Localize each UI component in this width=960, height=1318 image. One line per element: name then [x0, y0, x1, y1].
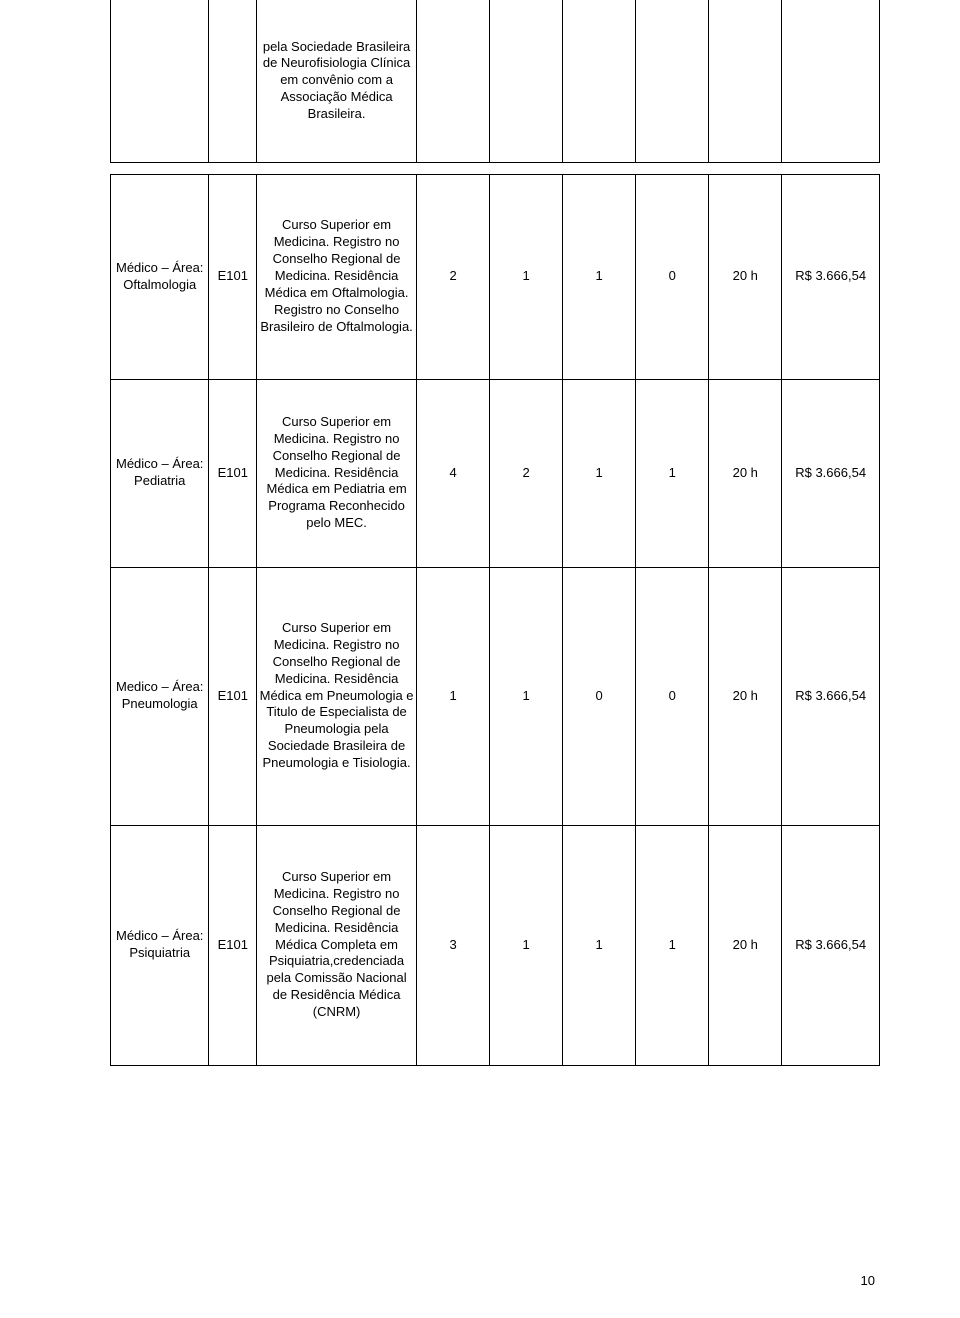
spacer-row — [111, 162, 880, 174]
table-cell: 3 — [417, 825, 490, 1065]
table-cell: R$ 3.666,54 — [782, 825, 880, 1065]
table-cell: 0 — [563, 567, 636, 825]
table-cell: E101 — [209, 825, 257, 1065]
table-cell: 0 — [636, 567, 709, 825]
table-cell: 20 h — [709, 567, 782, 825]
table-row: Médico – Área: OftalmologiaE101Curso Sup… — [111, 174, 880, 379]
table-cell: 1 — [417, 567, 490, 825]
table-cell — [709, 0, 782, 162]
table-cell: 20 h — [709, 825, 782, 1065]
table-cell: 1 — [636, 379, 709, 567]
table-cell: R$ 3.666,54 — [782, 174, 880, 379]
table-cell — [209, 0, 257, 162]
table-cell — [111, 0, 209, 162]
table-cell: Curso Superior em Medicina. Registro no … — [257, 379, 417, 567]
table-cell: E101 — [209, 379, 257, 567]
table-row: Médico – Área: PediatriaE101Curso Superi… — [111, 379, 880, 567]
table-row: Médico – Área: PsiquiatriaE101Curso Supe… — [111, 825, 880, 1065]
table-cell: 1 — [490, 174, 563, 379]
table-cell: 2 — [417, 174, 490, 379]
table-cell: 1 — [563, 174, 636, 379]
table-cell: 0 — [636, 174, 709, 379]
table-cell: 4 — [417, 379, 490, 567]
table-cell: pela Sociedade Brasileira de Neurofisiol… — [257, 0, 417, 162]
page-number: 10 — [861, 1273, 875, 1288]
table-cell: R$ 3.666,54 — [782, 567, 880, 825]
table-cell: E101 — [209, 174, 257, 379]
data-table: pela Sociedade Brasileira de Neurofisiol… — [110, 0, 880, 1066]
table-cell: E101 — [209, 567, 257, 825]
table-cell: 1 — [563, 379, 636, 567]
table-cell — [417, 0, 490, 162]
table-cell: 1 — [563, 825, 636, 1065]
table-cell: Curso Superior em Medicina. Registro no … — [257, 567, 417, 825]
table-cell — [490, 0, 563, 162]
table-cell: 2 — [490, 379, 563, 567]
table-cell: Curso Superior em Medicina. Registro no … — [257, 174, 417, 379]
table-cell: 1 — [490, 567, 563, 825]
table-cell: 20 h — [709, 174, 782, 379]
table-cell: 1 — [490, 825, 563, 1065]
table-cell — [563, 0, 636, 162]
table-cell: Medico – Área: Pneumologia — [111, 567, 209, 825]
table-body: pela Sociedade Brasileira de Neurofisiol… — [111, 0, 880, 1065]
table-cell: Médico – Área: Pediatria — [111, 379, 209, 567]
spacer-cell — [111, 162, 880, 174]
table-cell: Médico – Área: Psiquiatria — [111, 825, 209, 1065]
table-cell — [782, 0, 880, 162]
table-row: pela Sociedade Brasileira de Neurofisiol… — [111, 0, 880, 162]
table-row: Medico – Área: PneumologiaE101Curso Supe… — [111, 567, 880, 825]
table-cell: R$ 3.666,54 — [782, 379, 880, 567]
page-container: pela Sociedade Brasileira de Neurofisiol… — [0, 0, 960, 1318]
table-cell: Curso Superior em Medicina. Registro no … — [257, 825, 417, 1065]
table-cell: 1 — [636, 825, 709, 1065]
table-cell — [636, 0, 709, 162]
table-cell: 20 h — [709, 379, 782, 567]
table-cell: Médico – Área: Oftalmologia — [111, 174, 209, 379]
